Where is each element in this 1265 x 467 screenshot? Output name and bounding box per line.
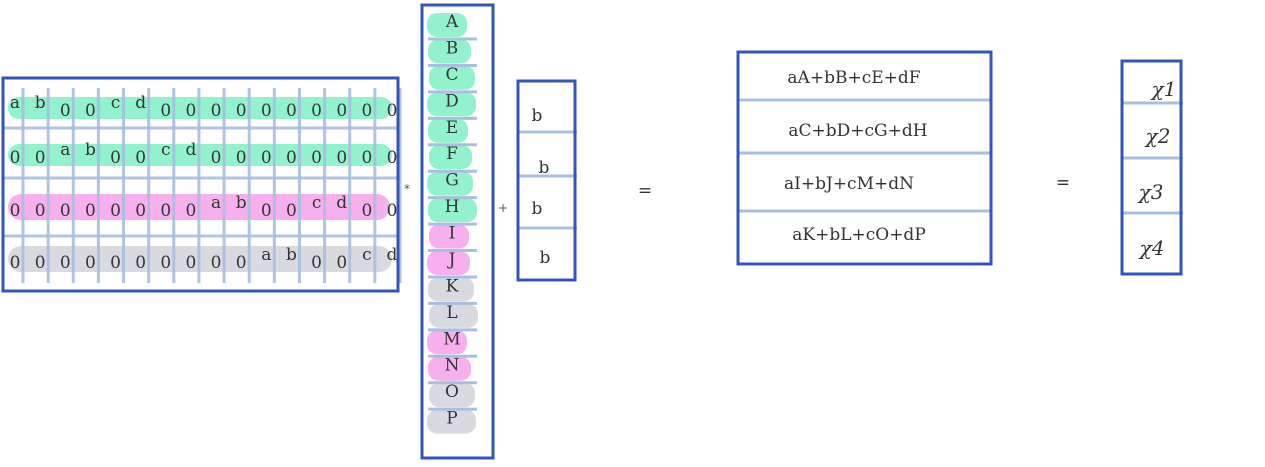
matrix-cell: 0 bbox=[361, 148, 372, 168]
matrix-cell: 0 bbox=[135, 201, 146, 221]
matrix-cell: 0 bbox=[186, 253, 197, 273]
matrix-cell: 0 bbox=[361, 101, 372, 121]
matrix-cell: 0 bbox=[110, 148, 121, 168]
matrix-cell: 0 bbox=[387, 201, 398, 221]
matrix-cell: 0 bbox=[286, 101, 297, 121]
input-vector-entry: H bbox=[445, 197, 460, 217]
matrix-cell: 0 bbox=[160, 101, 171, 121]
result-vector-entry: aA+bB+cE+dF bbox=[787, 68, 920, 88]
matrix-cell: 0 bbox=[110, 253, 121, 273]
matrix-cell: a bbox=[261, 245, 271, 265]
matrix-cell: 0 bbox=[236, 148, 247, 168]
matrix-cell: 0 bbox=[387, 101, 398, 121]
matrix-cell: d bbox=[336, 193, 347, 213]
input-vector-entry: I bbox=[449, 224, 456, 244]
matrix-cell: 0 bbox=[135, 253, 146, 273]
matrix-cell: 0 bbox=[261, 148, 272, 168]
matrix-cell: b bbox=[35, 93, 46, 113]
matrix-cell: c bbox=[312, 193, 322, 213]
matrix-cell: 0 bbox=[211, 253, 222, 273]
matrix-cell: 0 bbox=[311, 148, 322, 168]
matrix-cell: 0 bbox=[60, 101, 71, 121]
matrix-cell: 0 bbox=[35, 148, 46, 168]
input-vector-entry: O bbox=[445, 382, 459, 402]
matrix-cell: 0 bbox=[336, 148, 347, 168]
input-vector-entry: C bbox=[445, 65, 458, 85]
matrix-cell: 0 bbox=[85, 101, 96, 121]
input-vector-entry: J bbox=[447, 250, 456, 270]
input-vector-entry: D bbox=[445, 91, 459, 111]
matrix-cell: 0 bbox=[10, 201, 21, 221]
multiply-operator: * bbox=[404, 182, 410, 196]
matrix-cell: 0 bbox=[135, 148, 146, 168]
matrix-cell: 0 bbox=[186, 101, 197, 121]
matrix-cell: c bbox=[161, 140, 171, 160]
input-vector-entry: F bbox=[446, 144, 458, 164]
output-vector-entry: χ3 bbox=[1137, 180, 1164, 204]
matrix-cell: 0 bbox=[261, 101, 272, 121]
matrix-cell: 0 bbox=[311, 253, 322, 273]
matrix-cell: 0 bbox=[387, 148, 398, 168]
input-vector-entry: N bbox=[445, 356, 460, 376]
equals-operator: = bbox=[1056, 173, 1070, 193]
bias-vector-entry: b bbox=[532, 106, 543, 126]
bias-vector-entry: b bbox=[539, 158, 550, 178]
result-vector-entry: aI+bJ+cM+dN bbox=[784, 174, 914, 194]
matrix-cell: 0 bbox=[286, 201, 297, 221]
matrix-cell: 0 bbox=[286, 148, 297, 168]
matrix-cell: 0 bbox=[60, 201, 71, 221]
input-vector-entry: M bbox=[443, 329, 460, 349]
matrix-cell: 0 bbox=[236, 101, 247, 121]
matrix-cell: b bbox=[236, 193, 247, 213]
matrix-cell: 0 bbox=[160, 253, 171, 273]
matrix-cell: 0 bbox=[336, 253, 347, 273]
matrix-cell: 0 bbox=[85, 201, 96, 221]
matrix-cell: d bbox=[387, 245, 398, 265]
matrix-cell: 0 bbox=[261, 201, 272, 221]
equals-operator: = bbox=[638, 181, 652, 201]
bias-vector-entry: b bbox=[532, 199, 543, 219]
result-vector-entry: aK+bL+cO+dP bbox=[792, 225, 926, 245]
input-vector-entry: A bbox=[445, 12, 459, 32]
matrix-cell: 0 bbox=[211, 148, 222, 168]
input-vector-entry: B bbox=[446, 38, 459, 58]
output-vector-entry: χ4 bbox=[1138, 236, 1165, 260]
output-vector-entry: χ1 bbox=[1150, 77, 1177, 101]
plus-operator: + bbox=[498, 201, 508, 215]
input-vector-entry: G bbox=[445, 171, 459, 191]
input-vector-entry: E bbox=[446, 118, 458, 138]
matrix-cell: d bbox=[135, 93, 146, 113]
matrix-cell: a bbox=[211, 193, 221, 213]
matrix-cell: 0 bbox=[110, 201, 121, 221]
result-vector-entry: aC+bD+cG+dH bbox=[788, 121, 927, 141]
matrix-cell: a bbox=[10, 93, 20, 113]
matrix-cell: c bbox=[111, 93, 121, 113]
matrix-cell: 0 bbox=[336, 101, 347, 121]
matrix-cell: 0 bbox=[211, 101, 222, 121]
matrix-cell: 0 bbox=[10, 253, 21, 273]
matrix-cell: b bbox=[286, 245, 297, 265]
matrix-cell: 0 bbox=[85, 253, 96, 273]
input-vector-entry: P bbox=[446, 409, 457, 429]
matrix-cell: 0 bbox=[311, 101, 322, 121]
matrix-cell: 0 bbox=[236, 253, 247, 273]
matrix-cell: 0 bbox=[60, 253, 71, 273]
matrix-cell: 0 bbox=[186, 201, 197, 221]
input-vector-entry: L bbox=[446, 303, 457, 323]
matrix-cell: b bbox=[85, 140, 96, 160]
matrix-cell: c bbox=[362, 245, 372, 265]
output-vector-entry: χ2 bbox=[1144, 124, 1171, 148]
input-vector-entry: K bbox=[446, 276, 459, 296]
bias-vector-entry: b bbox=[540, 248, 551, 268]
matrix-cell: 0 bbox=[160, 201, 171, 221]
matrix-cell: a bbox=[60, 140, 70, 160]
matrix-cell: d bbox=[185, 140, 196, 160]
matrix-cell: 0 bbox=[35, 201, 46, 221]
matrix-cell: 0 bbox=[35, 253, 46, 273]
matrix-cell: 0 bbox=[361, 201, 372, 221]
matrix-cell: 0 bbox=[10, 148, 21, 168]
